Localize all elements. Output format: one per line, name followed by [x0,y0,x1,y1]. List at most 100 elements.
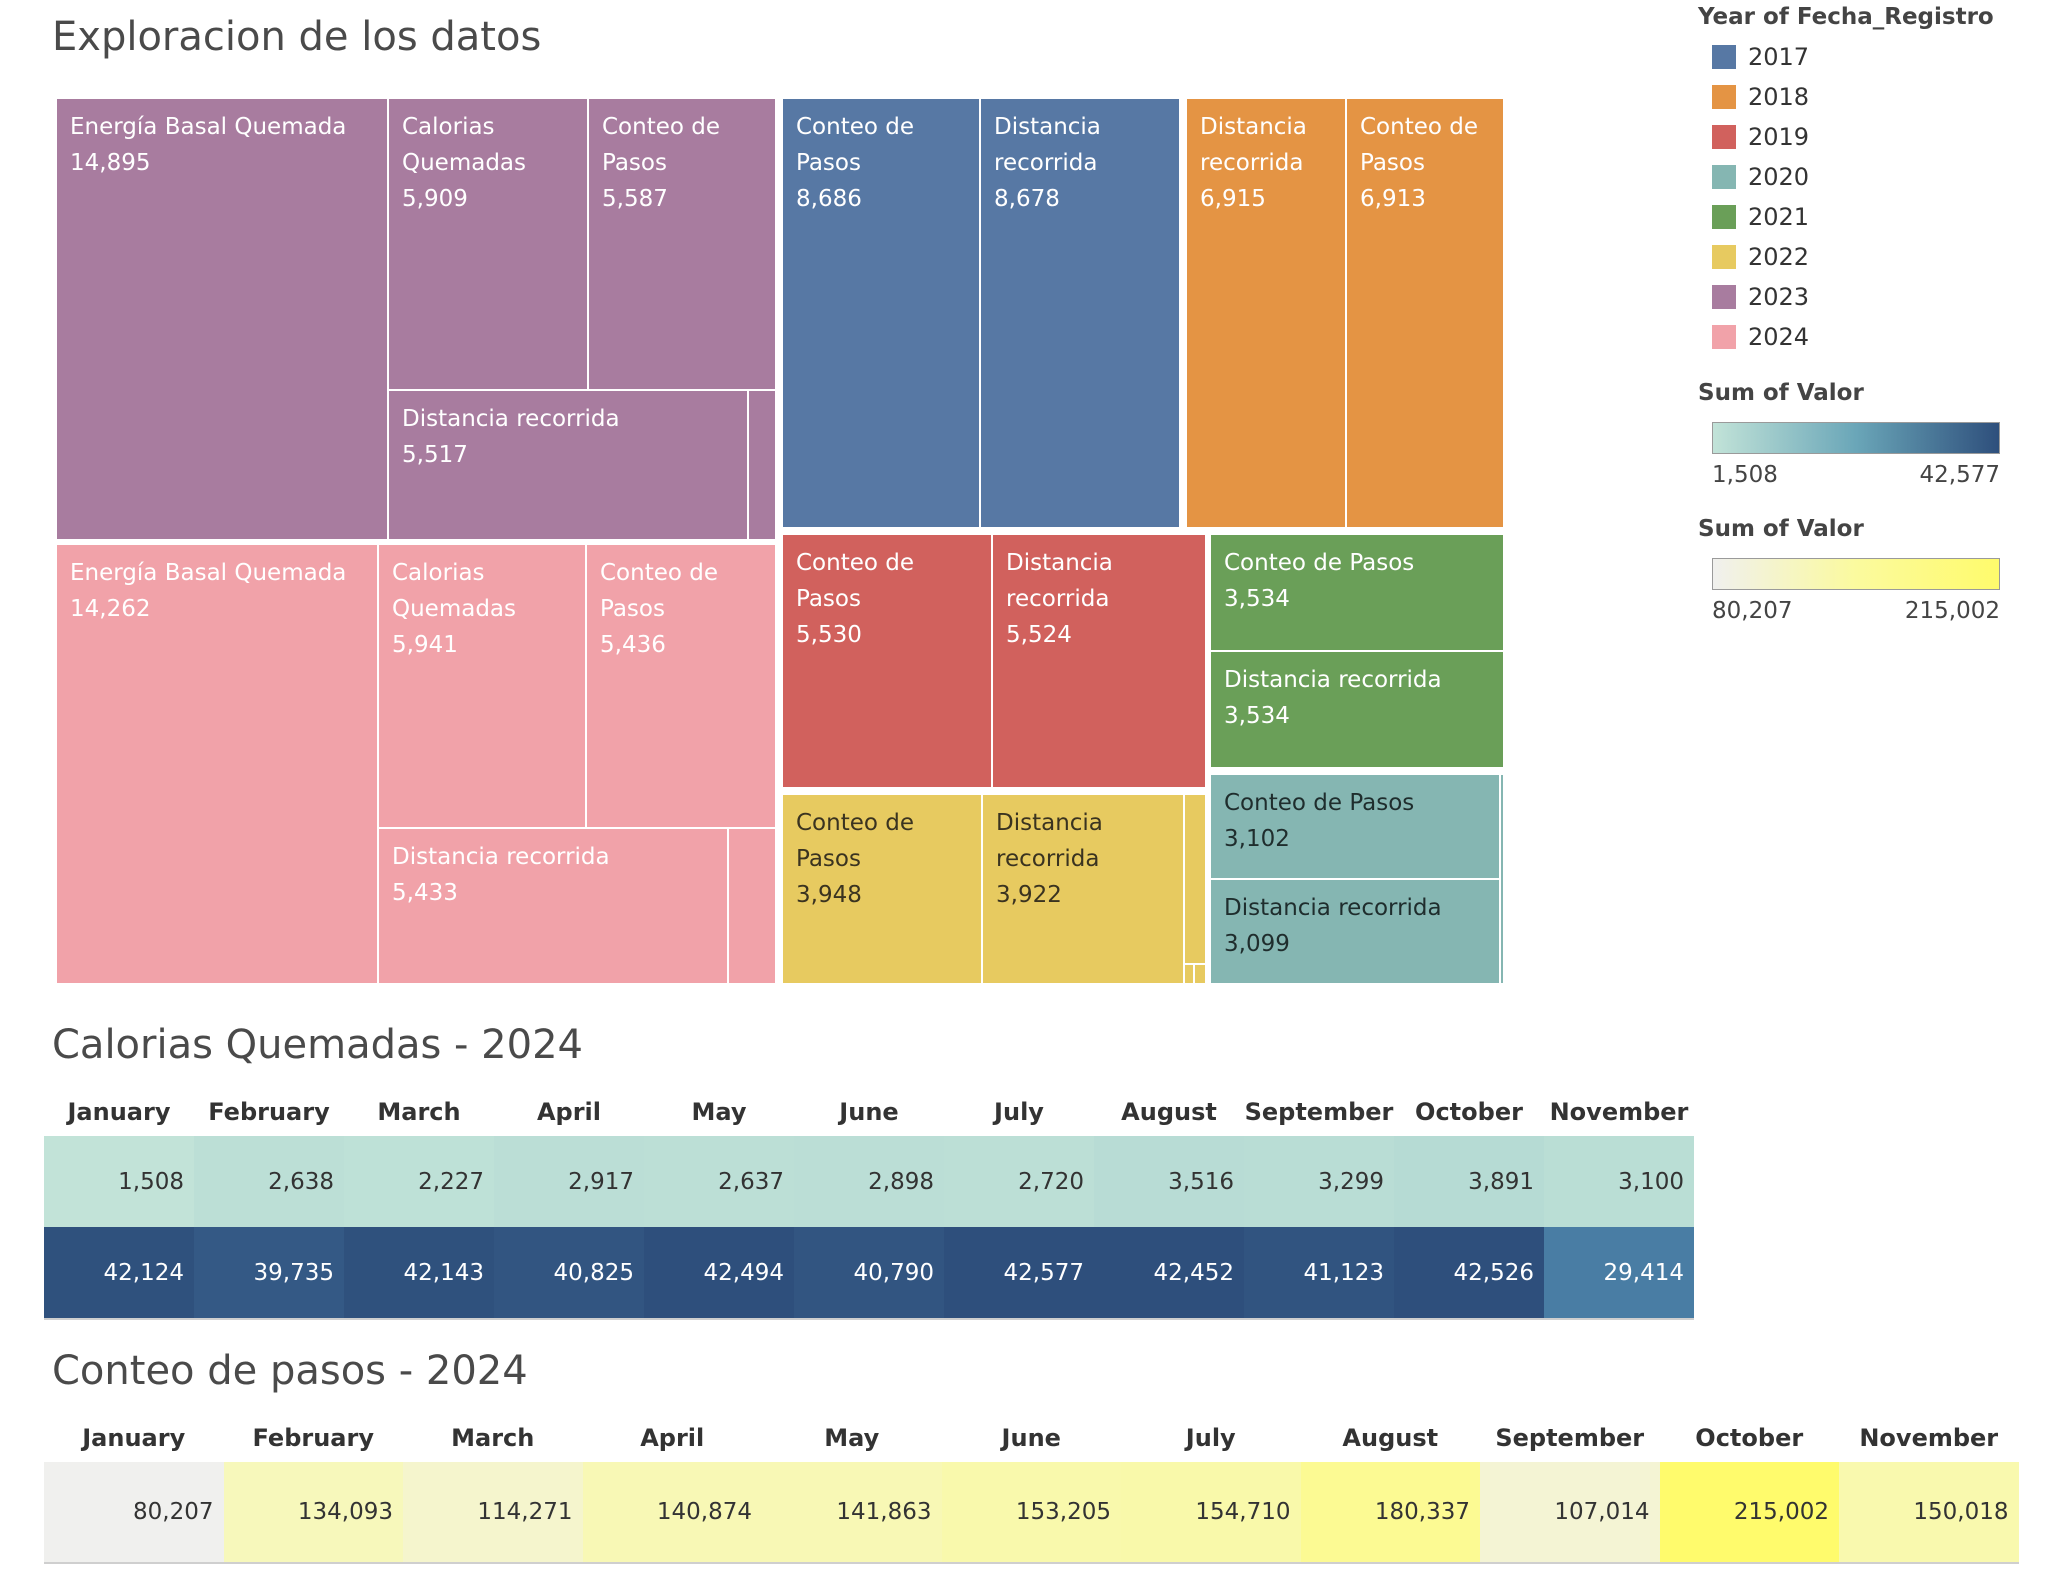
treemap-cell[interactable] [991,533,1207,789]
treemap-cell[interactable] [387,389,749,541]
treemap-cell-label: Conteo de [796,114,914,140]
heatmap-cell[interactable]: 2,227 [344,1136,494,1227]
heatmap-cell[interactable]: 114,271 [403,1462,583,1562]
heatmap-cell[interactable]: 107,014 [1480,1462,1660,1562]
heatmap-cell[interactable]: 42,124 [44,1227,194,1318]
treemap-sliver[interactable] [1183,793,1207,965]
treemap-cell-label: Pasos [796,846,861,872]
heatmap-cell[interactable]: 180,337 [1300,1462,1480,1562]
ramp1-max: 42,577 [1919,462,2000,488]
treemap-cell-label: Distancia [996,810,1103,836]
treemap-cell-label: Distancia recorrida [392,844,610,870]
legend-item-2019[interactable]: 2019 [1712,122,1809,152]
treemap-cell-value: 3,948 [796,882,862,908]
treemap-sliver[interactable] [727,827,777,985]
treemap-cell[interactable] [981,793,1185,985]
heatmap-cell[interactable]: 150,018 [1839,1462,2019,1562]
heatmap-cell[interactable]: 2,637 [644,1136,794,1227]
heatmap-cell[interactable]: 42,452 [1094,1227,1244,1318]
treemap-cell-value: 5,909 [402,186,468,212]
heatmap-cell[interactable]: 2,917 [494,1136,644,1227]
treemap-cell-value: 5,587 [602,186,668,212]
treemap-sliver[interactable] [747,389,777,541]
legend-swatch [1712,165,1736,189]
heatmap-cell[interactable]: 140,874 [582,1462,762,1562]
heatmap-cell[interactable]: 2,720 [944,1136,1094,1227]
treemap-cell[interactable] [55,543,379,985]
heatmap-cell[interactable]: 3,891 [1394,1136,1544,1227]
treemap-cell[interactable] [979,97,1181,529]
heatmap-cell[interactable]: 153,205 [941,1462,1121,1562]
heatmap-cell[interactable]: 80,207 [44,1462,224,1562]
legend-item-2020[interactable]: 2020 [1712,162,1809,192]
treemap-cell[interactable] [1345,97,1505,529]
treemap-cell[interactable] [1209,878,1501,985]
treemap-cell-label: Pasos [796,150,861,176]
heatmap-cell[interactable]: 29,414 [1544,1227,1694,1318]
heatmap-cell[interactable]: 42,526 [1394,1227,1544,1318]
legend-item-2021[interactable]: 2021 [1712,202,1809,232]
treemap-cell[interactable] [377,543,587,829]
heatmap-cell[interactable]: 42,494 [644,1227,794,1318]
treemap-group-2023[interactable]: Energía Basal Quemada 14,895 Calorias Quema… [55,97,777,541]
heatmap-cell[interactable]: 3,100 [1544,1136,1694,1227]
treemap-group-2018[interactable]: Distancia recorrida 6,915 Conteo de Pasos 6,9… [1185,97,1505,529]
treemap-group-2017[interactable]: Conteo de Pasos 8,686 Distancia recorrida 8,6… [781,97,1181,529]
treemap-cell-value: 5,530 [796,622,862,648]
treemap-sliver[interactable] [1499,773,1505,985]
treemap-sliver[interactable] [1183,963,1195,985]
treemap-group-2020[interactable]: Conteo de Pasos 3,102 Distancia recorrida 3… [1209,773,1505,985]
treemap-sliver[interactable] [1193,963,1207,985]
legend-item-2022[interactable]: 2022 [1712,242,1809,272]
legend-swatch [1712,325,1736,349]
treemap-cell[interactable] [781,97,981,529]
heatmap-cell[interactable]: 2,898 [794,1136,944,1227]
treemap-group-2022[interactable]: Conteo de Pasos 3,948 Distancia recorrida 3,9… [781,793,1207,985]
treemap-group-2024[interactable]: Energía Basal Quemada 14,262 Calorias Quema… [55,543,777,985]
legend-item-2018[interactable]: 2018 [1712,82,1809,112]
heatmap-cell[interactable]: 42,577 [944,1227,1094,1318]
ramp2-title: Sum of Valor [1698,516,1864,542]
treemap-group-2019[interactable]: Conteo de Pasos 5,530 Distancia recorrida 5,5… [781,533,1207,789]
heatmap-cell[interactable]: 3,299 [1244,1136,1394,1227]
heatmap-cell[interactable]: 154,710 [1121,1462,1301,1562]
heatmap-cell[interactable]: 2,638 [194,1136,344,1227]
ramp2-max: 215,002 [1904,598,2000,624]
treemap-cell[interactable] [55,97,389,541]
heatmap-cell[interactable]: 215,002 [1659,1462,1839,1562]
treemap-cell[interactable] [781,533,993,789]
legend-item-2023[interactable]: 2023 [1712,282,1809,312]
treemap-cell[interactable] [1209,650,1505,769]
treemap-cell-label: Conteo de [602,114,720,140]
legend-item-2024[interactable]: 2024 [1712,322,1809,352]
treemap-cell[interactable] [387,97,589,391]
treemap-cell-label: Calorias [402,114,495,140]
treemap-group-2021[interactable]: Conteo de Pasos 3,534 Distancia recorrida 3… [1209,533,1505,769]
treemap-cell-label: recorrida [996,846,1099,872]
heatmap-cell[interactable]: 40,790 [794,1227,944,1318]
treemap-cell[interactable] [585,543,777,829]
treemap-cell-value: 8,686 [796,186,862,212]
legend-item-2017[interactable]: 2017 [1712,42,1809,72]
heatmap-col-header: October [1695,1424,1804,1452]
legend-label: 2020 [1748,163,1810,191]
heatmap-cell[interactable]: 1,508 [44,1136,194,1227]
legend-label: 2022 [1748,243,1810,271]
heatmap-cell[interactable]: 134,093 [223,1462,403,1562]
treemap-cell[interactable] [587,97,777,391]
heatmap-cell[interactable]: 40,825 [494,1227,644,1318]
treemap-cell[interactable] [781,793,983,985]
heatmap-col-header: September [1495,1424,1645,1452]
heatmap-cell[interactable]: 41,123 [1244,1227,1394,1318]
treemap-cell[interactable] [1185,97,1347,529]
heatmap-cell[interactable]: 42,143 [344,1227,494,1318]
heatmap-cell[interactable]: 141,863 [762,1462,942,1562]
treemap-cell[interactable] [1209,773,1501,880]
heatmap-col-header: January [82,1424,186,1452]
treemap-cell[interactable] [377,827,729,985]
treemap-cell-value: 3,099 [1224,931,1290,957]
treemap-cell-label: Conteo de [1360,114,1478,140]
heatmap-cell[interactable]: 39,735 [194,1227,344,1318]
heatmap-cell[interactable]: 3,516 [1094,1136,1244,1227]
treemap-chart[interactable]: Energía Basal Quemada 14,895 Calorias Quema… [0,0,1520,1000]
